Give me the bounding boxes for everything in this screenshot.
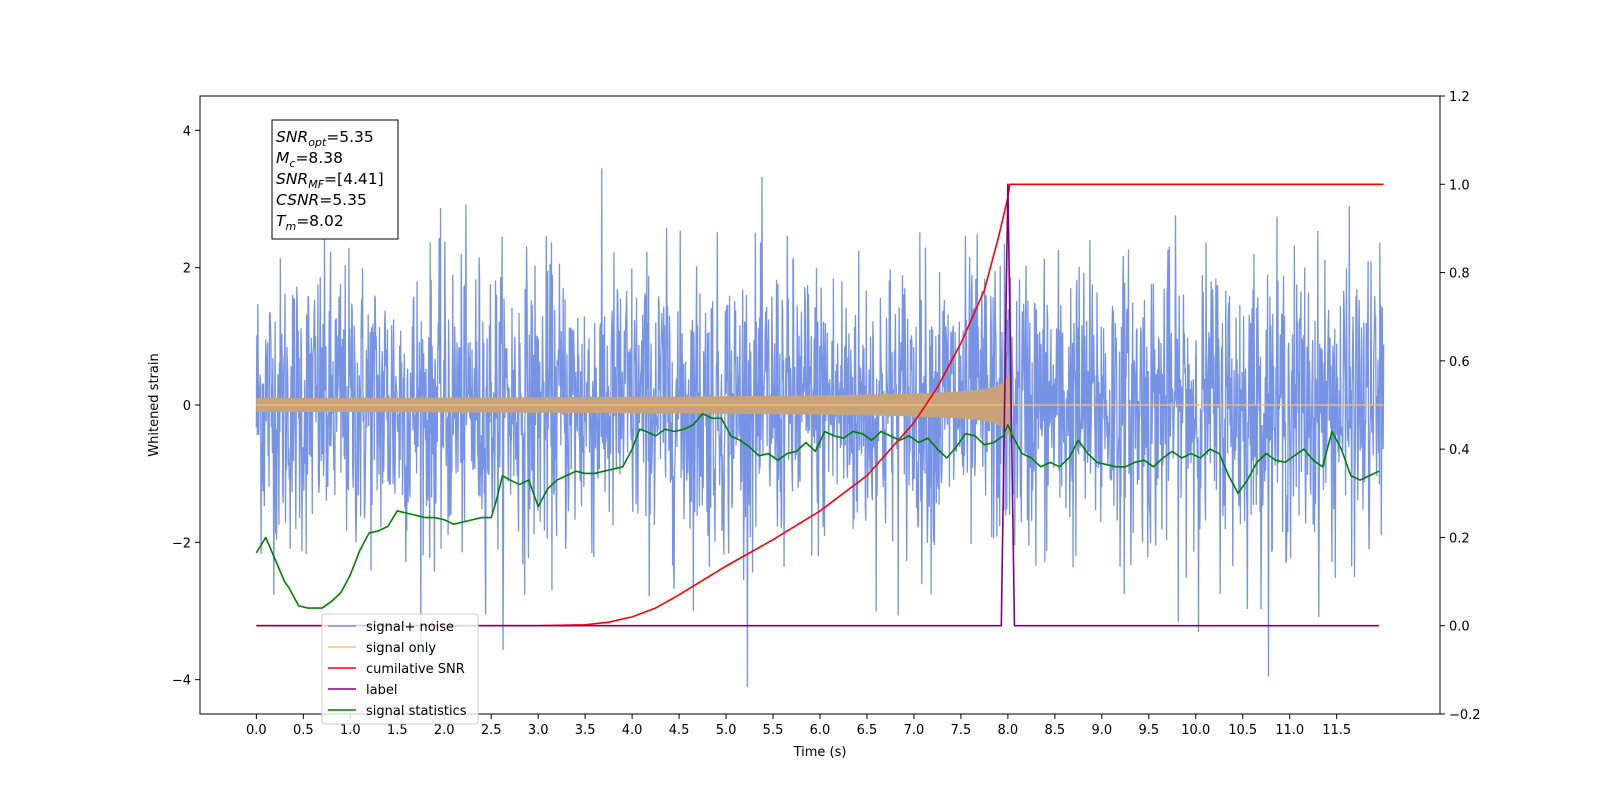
x-tick-label: 11.5 — [1322, 723, 1351, 738]
x-tick-label: 5.0 — [716, 723, 737, 738]
x-tick-label: 7.5 — [951, 723, 972, 738]
y-axis-left: −4 −2 0 2 4 — [172, 124, 200, 689]
y2-tick-label: −0.2 — [1449, 708, 1481, 723]
y-axis-label: Whitened strain — [147, 353, 162, 456]
x-tick-label: 3.5 — [575, 723, 596, 738]
x-tick-label: 4.5 — [669, 723, 690, 738]
y2-tick-label: 1.0 — [1449, 178, 1470, 193]
y-tick-label: −4 — [172, 674, 191, 689]
x-tick-label: 9.0 — [1091, 723, 1112, 738]
series-signal-statistics — [255, 413, 1380, 609]
series-cumulative-snr — [256, 183, 1384, 627]
x-tick-label: 1.5 — [387, 723, 408, 738]
y2-tick-label: 0.2 — [1449, 531, 1470, 546]
x-axis: 0.0 0.5 1.0 1.5 2.0 2.5 3.0 3.5 4.0 4.5 5.0 5.5 6.0 6… — [246, 714, 1351, 738]
x-tick-label: 8.0 — [998, 723, 1019, 738]
annotation-frame — [271, 119, 399, 240]
y-tick-label: −2 — [172, 536, 191, 551]
x-tick-label: 9.5 — [1138, 723, 1159, 738]
x-tick-label: 0.0 — [246, 723, 267, 738]
legend-frame — [321, 613, 479, 725]
x-tick-label: 10.0 — [1181, 723, 1210, 738]
x-tick-label: 7.0 — [904, 723, 925, 738]
x-tick-label: 4.0 — [622, 723, 643, 738]
annotation-line: SNRMF=[4.41] — [276, 170, 384, 191]
x-tick-label: 2.5 — [481, 723, 502, 738]
y-tick-label: 4 — [183, 124, 191, 139]
x-tick-label: 0.5 — [293, 723, 314, 738]
y-tick-label: 2 — [183, 262, 191, 277]
series-label — [256, 183, 1379, 627]
x-tick-label: 6.0 — [810, 723, 831, 738]
plot-area — [255, 168, 1385, 688]
annotation-line: SNRopt=5.35 — [276, 128, 374, 149]
legend: signal+ noise signal only cumilative SNR la… — [321, 613, 479, 725]
y2-tick-label: 0.4 — [1449, 443, 1470, 458]
annotation-line: Mc=8.38 — [276, 149, 343, 170]
y2-tick-label: 0.6 — [1449, 355, 1470, 370]
y2-tick-label: 0.8 — [1449, 267, 1470, 282]
x-tick-label: 3.0 — [528, 723, 549, 738]
x-tick-label: 2.0 — [434, 723, 455, 738]
legend-label: signal+ noise — [366, 620, 454, 635]
y-axis-right: −0.2 0.0 0.2 0.4 0.6 0.8 1.0 1.2 — [1440, 90, 1481, 723]
x-tick-label: 6.5 — [857, 723, 878, 738]
annotation-line: CSNR=5.35 — [276, 191, 367, 209]
y2-tick-label: 1.2 — [1449, 90, 1470, 105]
x-axis-label: Time (s) — [793, 745, 847, 760]
annotation-line: Tm=8.02 — [276, 212, 344, 233]
x-tick-label: 1.0 — [340, 723, 361, 738]
x-tick-label: 8.5 — [1045, 723, 1066, 738]
y2-tick-label: 0.0 — [1449, 620, 1470, 635]
legend-label: label — [366, 683, 397, 698]
legend-label: cumilative SNR — [366, 662, 465, 677]
legend-label: signal statistics — [366, 704, 467, 719]
y-tick-label: 0 — [183, 399, 191, 414]
x-tick-label: 10.5 — [1228, 723, 1257, 738]
x-tick-label: 5.5 — [763, 723, 784, 738]
legend-label: signal only — [366, 641, 436, 656]
x-tick-label: 11.0 — [1275, 723, 1304, 738]
